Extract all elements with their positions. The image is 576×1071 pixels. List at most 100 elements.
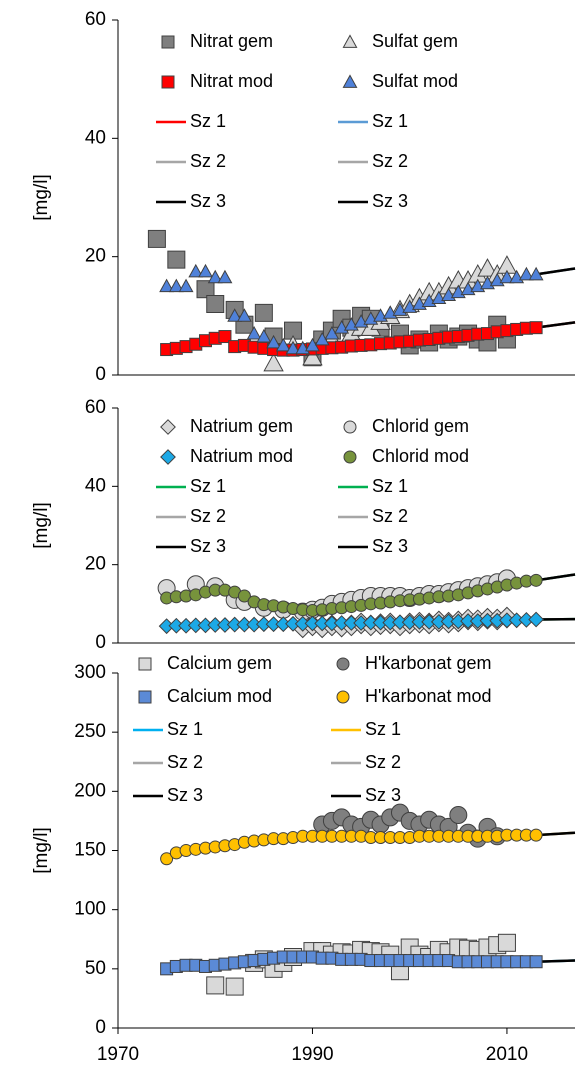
y-axis-label: [mg/l] [31, 174, 52, 220]
y-tick-label: 40 [85, 127, 106, 148]
point [449, 806, 468, 824]
y-tick-label: 250 [74, 721, 106, 742]
y-tick-label: 100 [74, 899, 106, 920]
point [206, 295, 225, 313]
legend-marker [343, 420, 357, 434]
y-tick-label: 200 [74, 780, 106, 801]
legend-marker [343, 450, 357, 464]
legend-label: Sz 2 [167, 752, 203, 772]
point [254, 303, 273, 322]
point [227, 308, 243, 322]
point [160, 852, 174, 866]
point [246, 325, 262, 340]
legend-label: Sz 3 [167, 785, 203, 805]
point [178, 278, 194, 293]
legend-label: Sz 1 [190, 111, 226, 131]
legend-label: Nitrat gem [190, 31, 273, 51]
y-tick-label: 150 [74, 840, 106, 861]
point [217, 269, 233, 284]
point [285, 340, 301, 355]
legend-marker [160, 419, 176, 435]
legend-label: Sz 3 [190, 191, 226, 211]
line-series [535, 267, 576, 276]
point [168, 278, 184, 293]
point [237, 589, 251, 603]
legend-marker [161, 75, 175, 89]
legend-label: Chlorid mod [372, 446, 469, 466]
point [263, 352, 284, 372]
point [529, 321, 543, 335]
y-axis-label: [mg/l] [31, 502, 52, 548]
point [275, 337, 291, 352]
point [266, 334, 282, 349]
point [497, 933, 516, 952]
y-tick-label: 0 [95, 1017, 106, 1038]
point [147, 229, 166, 248]
point [528, 266, 544, 281]
legend-label: Sz 2 [372, 506, 408, 526]
legend-label: H'karbonat gem [365, 653, 492, 673]
legend-label: Sz 2 [365, 752, 401, 772]
legend-marker [160, 449, 176, 465]
legend-label: Calcium gem [167, 653, 272, 673]
legend-label: Chlorid gem [372, 416, 469, 436]
legend-label: Sz 2 [190, 151, 226, 171]
x-tick-label: 1990 [291, 1044, 333, 1065]
point [256, 328, 272, 343]
y-tick-label: 20 [85, 554, 106, 575]
legend-marker [161, 35, 175, 49]
point [529, 955, 543, 969]
point [499, 269, 515, 284]
point [529, 828, 543, 842]
legend-label: Sz 1 [372, 111, 408, 131]
legend-marker [342, 34, 358, 48]
x-tick-label: 1970 [97, 1044, 139, 1065]
y-tick-label: 20 [85, 246, 106, 267]
y-tick-label: 40 [85, 475, 106, 496]
legend-label: Nitrat mod [190, 71, 273, 91]
point [167, 250, 186, 269]
x-tick-label: 2010 [486, 1044, 528, 1065]
legend-label: Sz 1 [365, 719, 401, 739]
point [196, 280, 215, 299]
y-axis-label: [mg/l] [31, 827, 52, 873]
legend-label: Sulfat mod [372, 71, 458, 91]
point [518, 266, 534, 281]
legend-label: Calcium mod [167, 686, 272, 706]
y-tick-label: 50 [85, 958, 106, 979]
y-tick-label: 60 [85, 397, 106, 418]
legend-label: Sz 3 [372, 191, 408, 211]
legend-marker [336, 657, 350, 671]
legend-label: H'karbonat mod [365, 686, 492, 706]
y-tick-label: 300 [74, 662, 106, 683]
legend-label: Sz 1 [190, 476, 226, 496]
point [159, 278, 175, 293]
point [236, 308, 252, 322]
legend-marker [138, 690, 152, 704]
legend-label: Sz 2 [372, 151, 408, 171]
legend-label: Sz 3 [365, 785, 401, 805]
legend-label: Sz 3 [372, 536, 408, 556]
legend-label: Sz 1 [372, 476, 408, 496]
legend-marker [342, 74, 358, 88]
legend-marker [138, 657, 152, 671]
point [207, 269, 223, 284]
point [225, 977, 244, 996]
point [529, 573, 543, 587]
legend-label: Natrium gem [190, 416, 293, 436]
legend-label: Sulfat gem [372, 31, 458, 51]
point [218, 330, 232, 344]
legend-label: Sz 3 [190, 536, 226, 556]
point [302, 346, 323, 366]
point [198, 263, 213, 278]
line-series [535, 573, 576, 582]
legend-label: Sz 2 [190, 506, 226, 526]
y-tick-label: 0 [95, 364, 106, 385]
point [206, 976, 225, 995]
y-tick-label: 60 [85, 9, 106, 30]
y-tick-label: 0 [95, 632, 106, 653]
legend-label: Natrium mod [190, 446, 293, 466]
point [188, 263, 204, 278]
